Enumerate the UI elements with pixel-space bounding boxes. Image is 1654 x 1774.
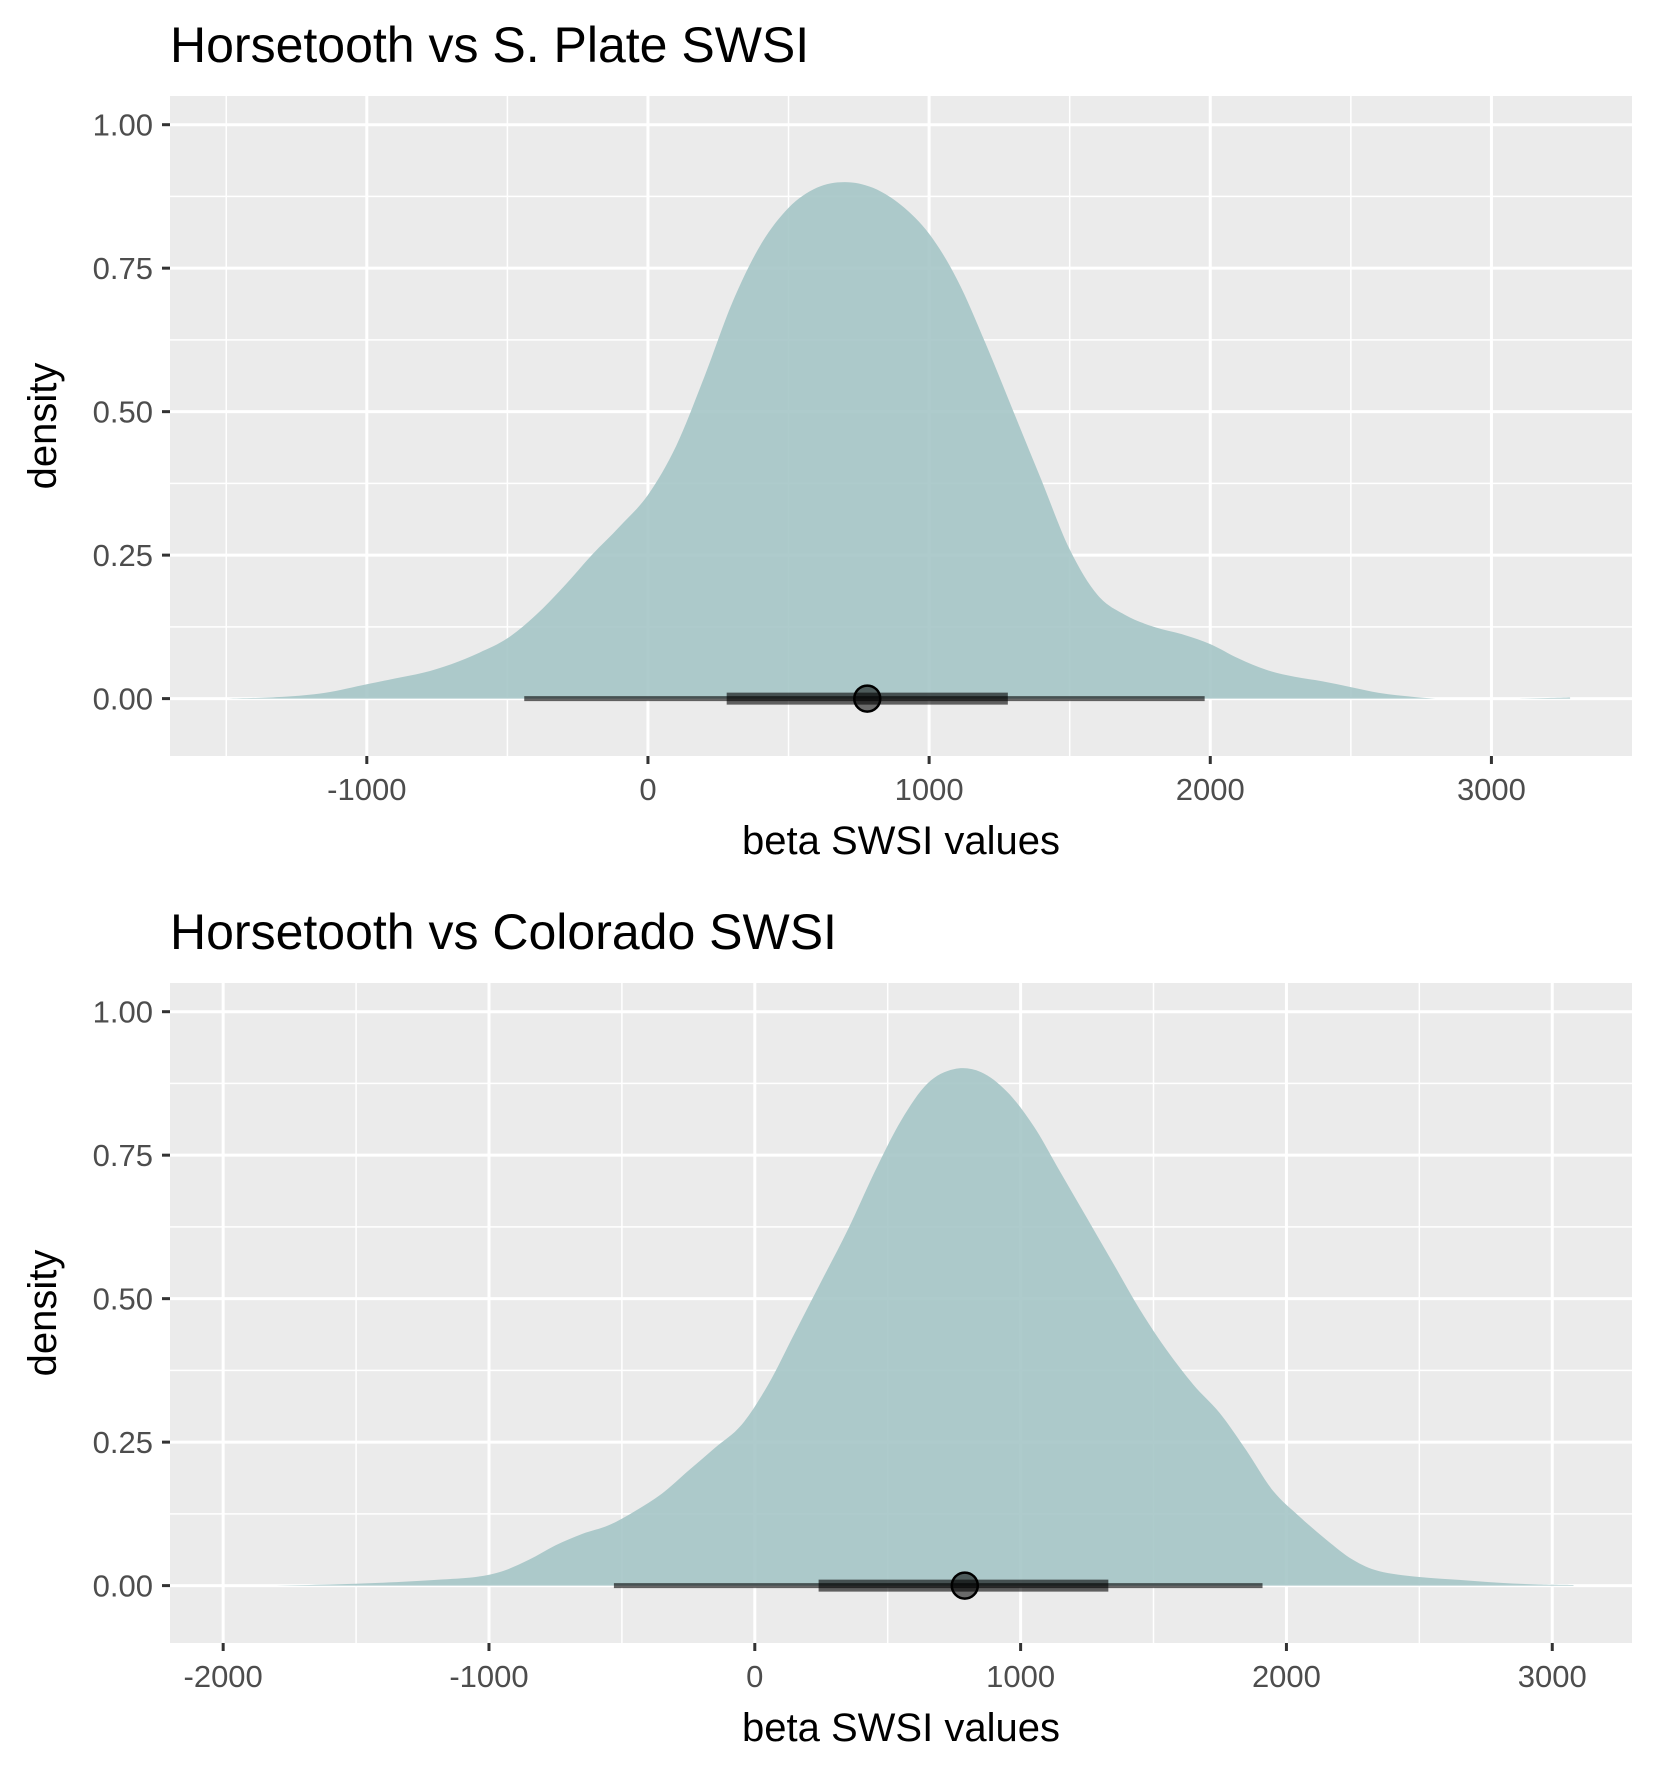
chart-title: Horsetooth vs Colorado SWSI <box>170 904 837 960</box>
y-tick-label: 1.00 <box>93 995 153 1030</box>
y-tick-label: 0.75 <box>93 251 153 286</box>
y-tick-label: 0.00 <box>93 682 153 717</box>
point-estimate-marker <box>853 684 882 713</box>
y-tick-label: 0.50 <box>93 395 153 430</box>
x-axis-title: beta SWSI values <box>742 1706 1060 1750</box>
y-tick-label: 1.00 <box>93 108 153 143</box>
x-tick-label: 2000 <box>1252 1659 1321 1694</box>
y-tick-label: 0.00 <box>93 1569 153 1604</box>
point-estimate-marker <box>950 1571 980 1600</box>
y-tick-label: 0.50 <box>93 1282 153 1317</box>
y-tick-label: 0.25 <box>93 538 153 573</box>
x-tick-label: 0 <box>639 772 656 807</box>
density-panel-top: -1000 0 1000 2000 3000 0.00 0.25 0.50 0.75 1.00 Ho… <box>21 17 1632 863</box>
y-tick-label: 0.25 <box>93 1425 153 1460</box>
x-tick-label: 2000 <box>1176 772 1245 807</box>
y-axis-title: density <box>21 363 65 490</box>
y-axis-title: density <box>21 1250 65 1377</box>
x-tick-label: 1000 <box>986 1659 1055 1694</box>
x-tick-label: -2000 <box>184 1659 263 1694</box>
x-tick-label: 0 <box>746 1659 763 1694</box>
x-axis-title: beta SWSI values <box>742 819 1060 863</box>
density-panel-bottom: -2000 -1000 0 1000 2000 3000 0.00 0.25 0.50 0.75 1… <box>21 904 1632 1750</box>
density-area <box>239 1068 1574 1586</box>
x-tick-label: -1000 <box>327 772 406 807</box>
x-tick-label: 3000 <box>1457 772 1526 807</box>
y-tick-label: 0.75 <box>93 1138 153 1173</box>
density-area <box>229 182 1571 699</box>
x-tick-label: -1000 <box>449 1659 528 1694</box>
chart-title: Horsetooth vs S. Plate SWSI <box>170 17 809 73</box>
x-tick-label: 3000 <box>1518 1659 1587 1694</box>
x-tick-label: 1000 <box>895 772 964 807</box>
